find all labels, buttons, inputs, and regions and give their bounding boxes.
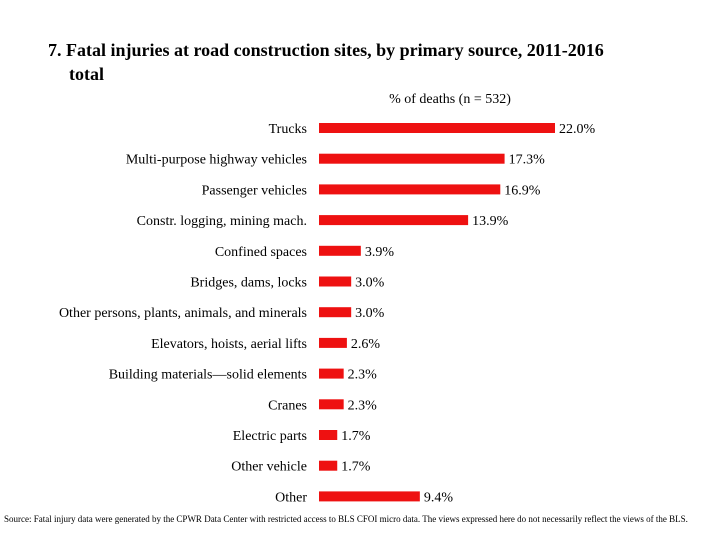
category-label: Cranes [268, 398, 307, 413]
category-label: Elevators, hoists, aerial lifts [151, 337, 307, 352]
category-label: Bridges, dams, locks [190, 276, 307, 291]
bar [319, 491, 420, 502]
category-label: Building materials—solid elements [109, 368, 307, 383]
chart-title-line2: total [69, 64, 104, 84]
data-label: 3.0% [355, 306, 385, 321]
data-label: 1.7% [341, 460, 371, 475]
category-label: Multi-purpose highway vehicles [126, 153, 307, 168]
category-label: Other [275, 490, 307, 505]
category-label: Passenger vehicles [202, 183, 307, 198]
data-label: 13.9% [472, 214, 509, 229]
data-label: 2.6% [351, 337, 381, 352]
data-label: 16.9% [504, 183, 540, 198]
bar [319, 399, 344, 410]
bar [319, 276, 352, 287]
chart-title-line1: 7. Fatal injuries at road construction s… [48, 40, 604, 60]
bar [319, 184, 501, 195]
category-label: Other vehicle [231, 460, 307, 475]
bar [319, 153, 505, 164]
bar [319, 307, 352, 318]
bar [319, 368, 344, 379]
data-label: 17.3% [509, 153, 545, 168]
category-label: Trucks [269, 122, 307, 137]
data-label: 1.7% [341, 429, 371, 444]
chart-subtitle: % of deaths (n = 532) [389, 92, 511, 107]
bar [319, 123, 555, 133]
bar-chart: Trucks 22.0% Multi-purpose highway vehicle… [59, 122, 596, 505]
data-label: 22.0% [559, 122, 596, 137]
category-label: Constr. logging, mining mach. [137, 214, 307, 229]
category-label: Electric parts [233, 429, 307, 444]
chart-title: 7. Fatal injuries at road construction s… [48, 38, 698, 86]
source-note: Source: Fatal injury data were generated… [4, 514, 688, 524]
bar [319, 215, 469, 226]
data-label: 3.0% [355, 276, 385, 291]
category-label: Confined spaces [215, 245, 307, 260]
bar [319, 245, 361, 256]
bar [319, 430, 338, 440]
data-label: 2.3% [348, 368, 378, 383]
data-label: 3.9% [365, 245, 395, 260]
category-label: Other persons, plants, animals, and mine… [59, 306, 307, 321]
bar [319, 460, 338, 471]
data-label: 9.4% [424, 490, 454, 505]
bar [319, 337, 347, 348]
data-label: 2.3% [348, 398, 378, 413]
